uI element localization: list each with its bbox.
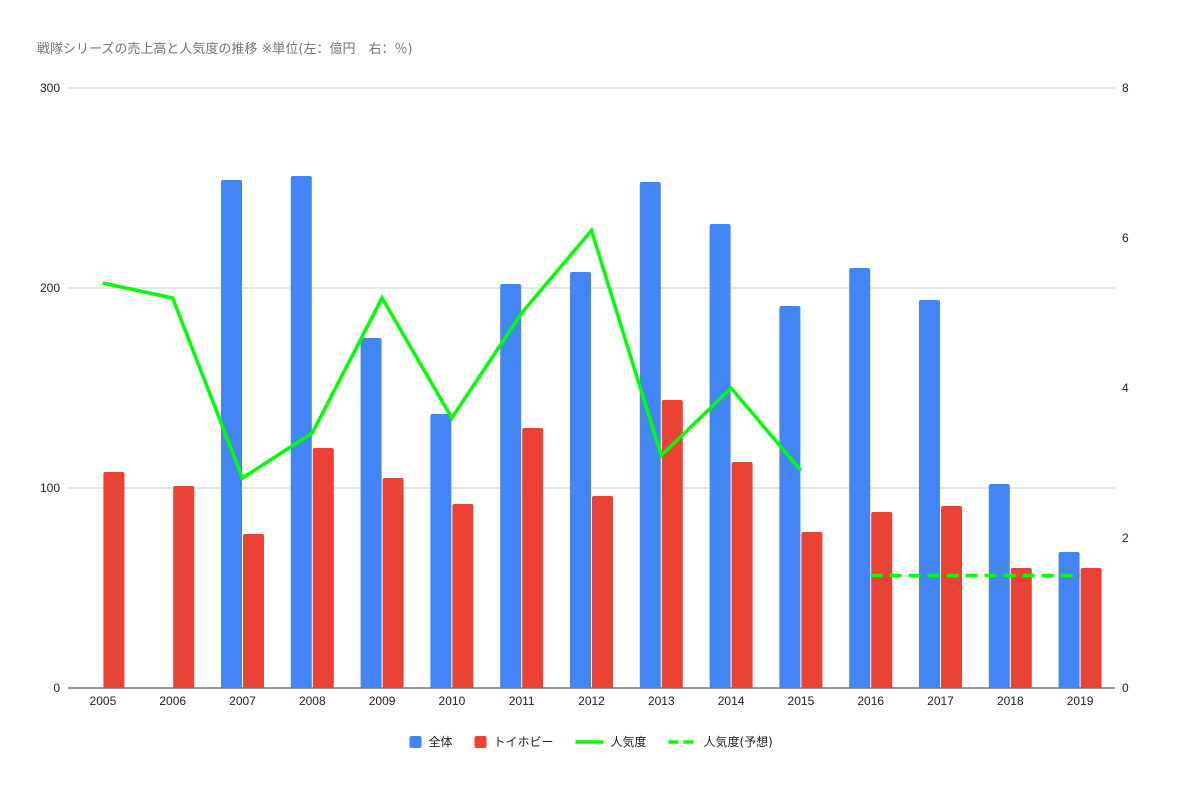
bar-toy-hobby bbox=[731, 462, 753, 688]
bar-toy-hobby bbox=[312, 448, 334, 688]
x-tick-label: 2015 bbox=[788, 694, 815, 708]
popularity-line bbox=[102, 226, 803, 481]
bar-total bbox=[290, 176, 312, 688]
bar-toy-hobby bbox=[243, 534, 264, 688]
x-tick-label: 2016 bbox=[857, 694, 884, 708]
bar-toy-hobby bbox=[522, 428, 544, 688]
x-tick-label: 2014 bbox=[718, 694, 745, 708]
x-tick-label: 2010 bbox=[439, 694, 466, 708]
bar-total bbox=[988, 484, 1010, 688]
bar-total bbox=[779, 306, 801, 688]
bar-toy-hobby bbox=[941, 506, 962, 688]
y-right-tick-label: 4 bbox=[1122, 381, 1129, 395]
x-tick-label: 2006 bbox=[159, 694, 186, 708]
y-left-tick-label: 100 bbox=[40, 481, 60, 495]
x-tick-label: 2019 bbox=[1067, 694, 1094, 708]
x-tick-label: 2008 bbox=[299, 694, 326, 708]
bar-toy-hobby bbox=[661, 400, 683, 688]
x-tick-label: 2012 bbox=[578, 694, 605, 708]
x-tick-label: 2018 bbox=[997, 694, 1024, 708]
x-tick-label: 2009 bbox=[369, 694, 396, 708]
legend-label: 人気度 bbox=[611, 734, 647, 749]
legend-label: トイホビー bbox=[494, 735, 554, 749]
y-left-tick-label: 300 bbox=[40, 81, 60, 95]
bar-total bbox=[1058, 552, 1080, 688]
x-tick-label: 2011 bbox=[509, 694, 535, 708]
bar-total bbox=[500, 284, 522, 688]
bar-total bbox=[919, 300, 940, 688]
y-right-tick-label: 2 bbox=[1122, 531, 1129, 545]
bar-total bbox=[709, 224, 731, 688]
y-left-tick-label: 0 bbox=[53, 681, 60, 695]
legend-label: 全体 bbox=[429, 734, 453, 749]
y-right-tick-label: 8 bbox=[1122, 81, 1129, 95]
bar-toy-hobby bbox=[1080, 568, 1102, 688]
bar-toy-hobby bbox=[592, 496, 613, 688]
bar-toy-hobby bbox=[103, 472, 125, 688]
y-left-tick-label: 200 bbox=[40, 281, 60, 295]
bar-total bbox=[570, 272, 591, 688]
legend-label: 人気度(予想) bbox=[704, 734, 773, 749]
legend-swatch bbox=[409, 736, 422, 748]
bar-toy-hobby bbox=[382, 478, 404, 688]
y-right-tick-label: 6 bbox=[1122, 231, 1129, 245]
bar-total bbox=[360, 338, 382, 688]
bar-toy-hobby bbox=[1010, 568, 1032, 688]
bar-total bbox=[639, 182, 661, 688]
bar-total bbox=[221, 180, 242, 688]
bar-toy-hobby bbox=[871, 512, 893, 688]
chart-title: 戦隊シリーズの売上高と人気度の推移 ※単位(左：億円 右：％) bbox=[37, 42, 413, 57]
x-tick-label: 2005 bbox=[90, 694, 117, 708]
x-tick-label: 2007 bbox=[229, 694, 256, 708]
bar-toy-hobby bbox=[173, 486, 195, 688]
bar-toy-hobby bbox=[452, 504, 474, 688]
bar-toy-hobby bbox=[801, 532, 823, 688]
bar-total bbox=[849, 268, 871, 688]
x-tick-label: 2013 bbox=[648, 694, 675, 708]
bar-total bbox=[430, 414, 452, 688]
y-right-tick-label: 0 bbox=[1122, 681, 1129, 695]
legend-swatch bbox=[474, 736, 487, 748]
x-tick-label: 2017 bbox=[927, 694, 954, 708]
